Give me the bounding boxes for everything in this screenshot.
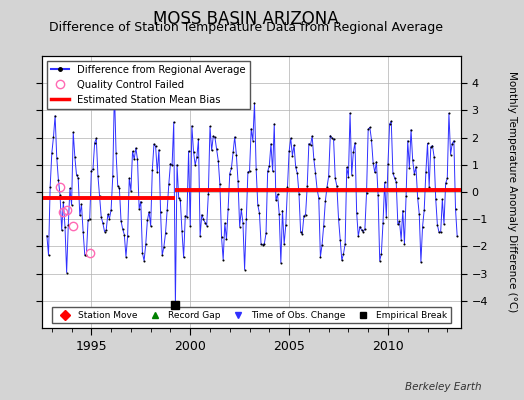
Text: Berkeley Earth: Berkeley Earth [406,382,482,392]
Text: MOSS BASIN ARIZONA: MOSS BASIN ARIZONA [154,10,339,28]
Legend: Station Move, Record Gap, Time of Obs. Change, Empirical Break: Station Move, Record Gap, Time of Obs. C… [52,307,451,324]
Text: Difference of Station Temperature Data from Regional Average: Difference of Station Temperature Data f… [49,21,443,34]
Y-axis label: Monthly Temperature Anomaly Difference (°C): Monthly Temperature Anomaly Difference (… [507,71,518,313]
